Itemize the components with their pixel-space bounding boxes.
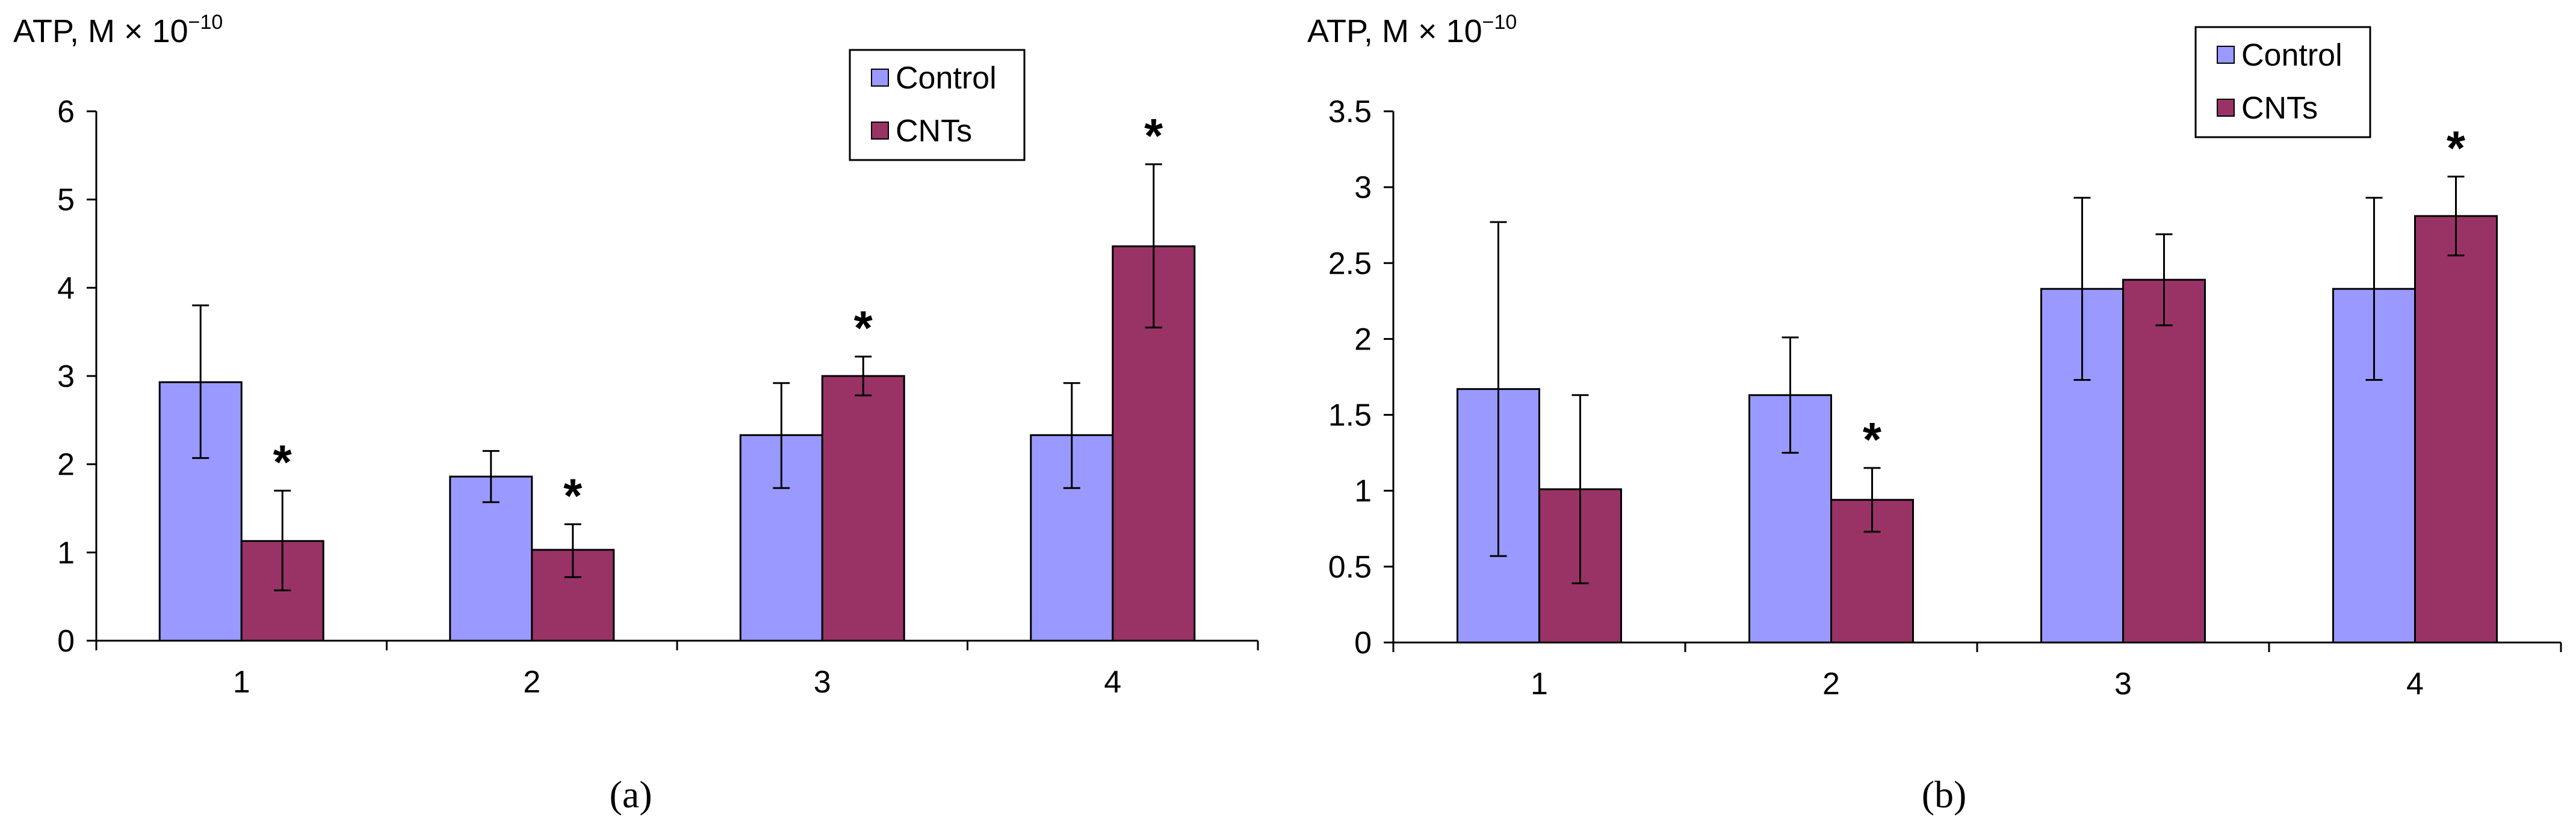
legend-swatch-control-b bbox=[2217, 46, 2235, 64]
x-tick-label: 3 bbox=[2114, 667, 2132, 701]
chart-panel-a: ATP, M × 10−10 0 1 2 3 4 5 6 1 2 3 4 * * * * Control… bbox=[13, 11, 1259, 816]
y-tick-label: 0 bbox=[57, 624, 75, 659]
significance-star: * bbox=[273, 436, 293, 489]
legend-label-control-a: Control bbox=[896, 61, 997, 96]
bar-cnts-3 bbox=[2122, 279, 2206, 644]
x-tick-label: 4 bbox=[1104, 665, 1121, 700]
y-tick-label: 1 bbox=[1354, 474, 1372, 509]
y-tick-label: 3 bbox=[57, 359, 75, 394]
legend-label-cnts-b: CNTs bbox=[2241, 91, 2318, 126]
y-tick-label: 5 bbox=[57, 183, 75, 218]
significance-star: * bbox=[563, 469, 583, 522]
legend-b: Control CNTs bbox=[2194, 26, 2371, 138]
legend-label-cnts-a: CNTs bbox=[896, 114, 972, 149]
x-tick-label: 1 bbox=[233, 665, 250, 700]
y-axis-label-exponent-a: −10 bbox=[188, 11, 223, 34]
y-tick-label: 4 bbox=[57, 271, 75, 306]
y-tick-label: 2 bbox=[1354, 322, 1372, 357]
y-tick-label: 3 bbox=[1354, 170, 1372, 205]
bar-cnts-4 bbox=[2414, 215, 2498, 644]
significance-star: * bbox=[1144, 109, 1163, 162]
y-axis-label-exponent-b: −10 bbox=[1482, 11, 1517, 34]
y-tick-label: 3.5 bbox=[1328, 94, 1372, 129]
legend-label-control-b: Control bbox=[2241, 38, 2342, 73]
significance-star: * bbox=[2447, 121, 2466, 174]
legend-box-b bbox=[2194, 26, 2371, 138]
legend-swatch-cnts-b bbox=[2217, 99, 2235, 117]
legend-swatch-control-a bbox=[871, 69, 889, 87]
x-tick-label: 3 bbox=[814, 665, 831, 700]
y-tick-label: 6 bbox=[57, 94, 75, 129]
bar-cnts-3 bbox=[821, 375, 905, 642]
y-axis-label-a: ATP, M × 10−10 bbox=[13, 11, 223, 49]
x-tick-label: 2 bbox=[523, 665, 540, 700]
panel-label-b: (b) bbox=[1922, 773, 1967, 816]
y-tick-label: 0 bbox=[1354, 626, 1372, 661]
significance-star: * bbox=[854, 301, 873, 355]
y-tick-label: 2.5 bbox=[1328, 246, 1372, 281]
x-tick-label: 1 bbox=[1531, 667, 1548, 701]
panel-label-a: (a) bbox=[609, 773, 652, 816]
y-tick-label: 1 bbox=[57, 535, 75, 570]
y-tick-label: 1.5 bbox=[1328, 398, 1372, 433]
legend-a: Control CNTs bbox=[849, 49, 1026, 161]
y-axis-label-b: ATP, M × 10−10 bbox=[1307, 11, 1517, 49]
legend-swatch-cnts-a bbox=[871, 122, 889, 140]
legend-box-a bbox=[849, 49, 1026, 161]
significance-star: * bbox=[1863, 413, 1882, 466]
x-tick-label: 2 bbox=[1822, 667, 1840, 701]
y-tick-label: 0.5 bbox=[1328, 550, 1372, 585]
y-tick-label: 2 bbox=[57, 448, 75, 482]
x-tick-label: 4 bbox=[2406, 667, 2424, 701]
